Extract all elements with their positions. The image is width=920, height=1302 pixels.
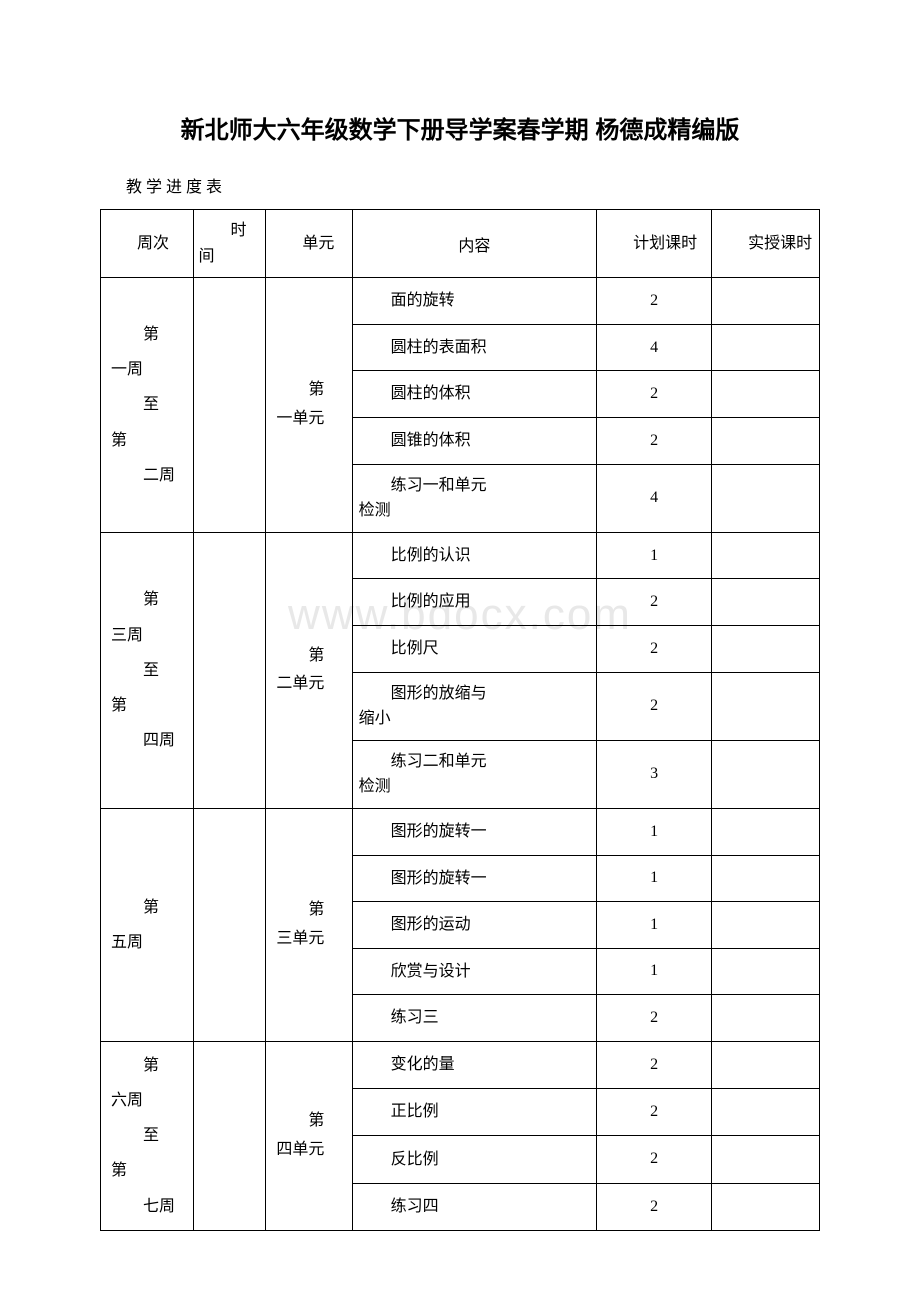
- actual-cell: [712, 1136, 820, 1183]
- actual-cell: [712, 278, 820, 325]
- time-cell: [194, 1041, 266, 1230]
- page-title: 新北师大六年级数学下册导学案春学期 杨德成精编版: [100, 110, 820, 145]
- content-cell: 图形的运动: [352, 902, 596, 949]
- content-cell: 练习二和单元检测: [352, 740, 596, 808]
- plan-cell: 2: [597, 579, 712, 626]
- actual-cell: [712, 1041, 820, 1088]
- unit-cell: 第一单元: [266, 278, 352, 533]
- week-cell: 第三周至第四周: [101, 532, 194, 808]
- content-cell: 练习一和单元检测: [352, 464, 596, 532]
- content-cell: 练习四: [352, 1183, 596, 1230]
- actual-cell: [712, 625, 820, 672]
- actual-cell: [712, 324, 820, 371]
- content-cell: 圆柱的表面积: [352, 324, 596, 371]
- time-cell: [194, 278, 266, 533]
- plan-cell: 2: [597, 371, 712, 418]
- plan-cell: 2: [597, 995, 712, 1042]
- plan-cell: 4: [597, 464, 712, 532]
- plan-cell: 2: [597, 1041, 712, 1088]
- time-cell: [194, 808, 266, 1041]
- plan-cell: 3: [597, 740, 712, 808]
- unit-cell: 第四单元: [266, 1041, 352, 1230]
- content-cell: 变化的量: [352, 1041, 596, 1088]
- plan-cell: 2: [597, 1089, 712, 1136]
- plan-cell: 1: [597, 902, 712, 949]
- week-cell: 第六周至第七周: [101, 1041, 194, 1230]
- actual-cell: [712, 579, 820, 626]
- table-header-row: 周次 时间 单元 内容 计划课时 实授课时: [101, 210, 820, 278]
- actual-cell: [712, 902, 820, 949]
- header-actual: 实授课时: [712, 210, 820, 278]
- plan-cell: 1: [597, 948, 712, 995]
- content-cell: 图形的旋转一: [352, 855, 596, 902]
- schedule-table: 周次 时间 单元 内容 计划课时 实授课时 第一周至第二周第一单元面的旋转2圆柱…: [100, 209, 820, 1231]
- plan-cell: 2: [597, 417, 712, 464]
- plan-cell: 2: [597, 278, 712, 325]
- content-cell: 练习三: [352, 995, 596, 1042]
- table-row: 第五周第三单元图形的旋转一1: [101, 808, 820, 855]
- header-unit: 单元: [266, 210, 352, 278]
- table-row: 第三周至第四周第二单元比例的认识1: [101, 532, 820, 579]
- table-row: 第六周至第七周第四单元变化的量2: [101, 1041, 820, 1088]
- week-cell: 第一周至第二周: [101, 278, 194, 533]
- time-cell: [194, 532, 266, 808]
- actual-cell: [712, 995, 820, 1042]
- actual-cell: [712, 855, 820, 902]
- unit-cell: 第三单元: [266, 808, 352, 1041]
- actual-cell: [712, 740, 820, 808]
- plan-cell: 4: [597, 324, 712, 371]
- actual-cell: [712, 808, 820, 855]
- actual-cell: [712, 1183, 820, 1230]
- actual-cell: [712, 417, 820, 464]
- content-cell: 面的旋转: [352, 278, 596, 325]
- actual-cell: [712, 1089, 820, 1136]
- table-body: 第一周至第二周第一单元面的旋转2圆柱的表面积4圆柱的体积2圆锥的体积2练习一和单…: [101, 278, 820, 1231]
- content-cell: 比例尺: [352, 625, 596, 672]
- content-cell: 图形的放缩与缩小: [352, 672, 596, 740]
- content-cell: 比例的应用: [352, 579, 596, 626]
- content-cell: 反比例: [352, 1136, 596, 1183]
- plan-cell: 1: [597, 855, 712, 902]
- header-time: 时间: [194, 210, 266, 278]
- content-cell: 圆锥的体积: [352, 417, 596, 464]
- content-cell: 圆柱的体积: [352, 371, 596, 418]
- content-cell: 比例的认识: [352, 532, 596, 579]
- actual-cell: [712, 532, 820, 579]
- week-cell: 第五周: [101, 808, 194, 1041]
- content-cell: 欣赏与设计: [352, 948, 596, 995]
- actual-cell: [712, 464, 820, 532]
- header-week: 周次: [101, 210, 194, 278]
- content-cell: 正比例: [352, 1089, 596, 1136]
- header-content: 内容: [352, 210, 596, 278]
- actual-cell: [712, 948, 820, 995]
- plan-cell: 2: [597, 1136, 712, 1183]
- plan-cell: 2: [597, 1183, 712, 1230]
- unit-cell: 第二单元: [266, 532, 352, 808]
- content-cell: 图形的旋转一: [352, 808, 596, 855]
- actual-cell: [712, 371, 820, 418]
- page-subtitle: 教学进度表: [126, 173, 820, 197]
- plan-cell: 2: [597, 625, 712, 672]
- table-row: 第一周至第二周第一单元面的旋转2: [101, 278, 820, 325]
- actual-cell: [712, 672, 820, 740]
- plan-cell: 1: [597, 532, 712, 579]
- header-plan: 计划课时: [597, 210, 712, 278]
- plan-cell: 2: [597, 672, 712, 740]
- plan-cell: 1: [597, 808, 712, 855]
